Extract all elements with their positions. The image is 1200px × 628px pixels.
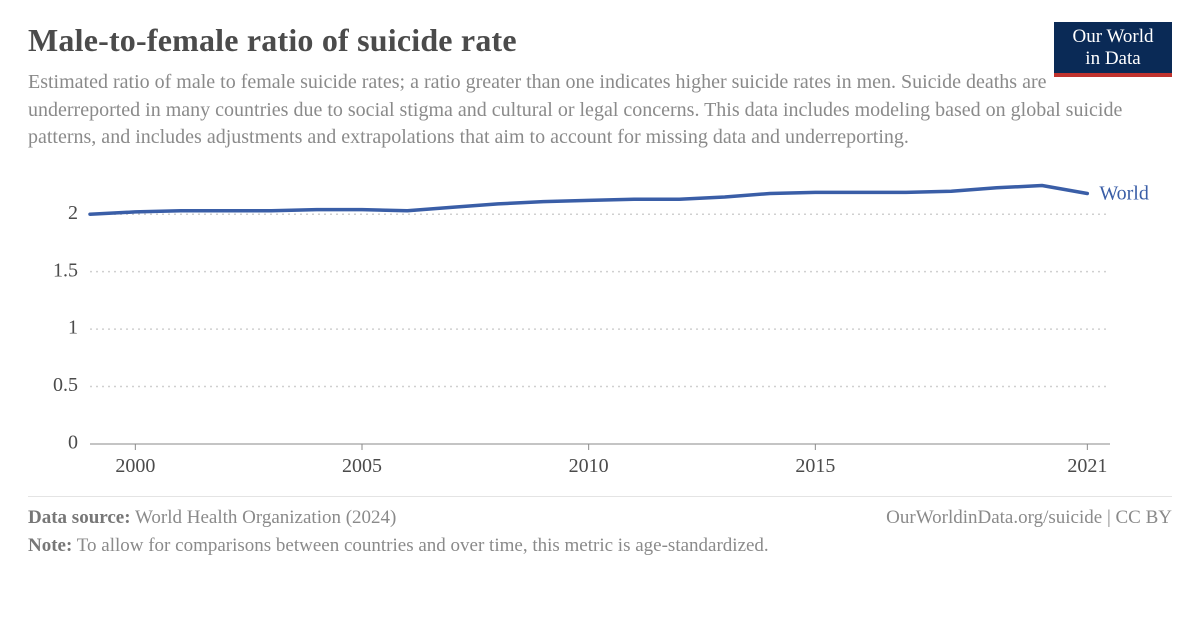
- header: Our World in Data Male-to-female ratio o…: [28, 22, 1172, 152]
- footer-row: Data source: World Health Organization (…: [28, 507, 1172, 529]
- owid-logo: Our World in Data: [1054, 22, 1172, 77]
- note-text: To allow for comparisons between countri…: [77, 535, 769, 556]
- chart-area: 0 0.5 1 1.5 2 2000 2005 2010 2015 2021 World: [28, 174, 1172, 484]
- x-tick-label: 2010: [569, 455, 609, 477]
- note-label: Note:: [28, 535, 72, 556]
- logo-line1: Our World: [1054, 26, 1172, 48]
- y-tick-label: 1: [68, 316, 78, 338]
- x-tick-label: 2021: [1067, 455, 1107, 477]
- note-row: Note: To allow for comparisons between c…: [28, 535, 1172, 557]
- source-label: Data source:: [28, 507, 131, 528]
- data-source: Data source: World Health Organization (…: [28, 507, 396, 529]
- y-tick-label: 2: [68, 202, 78, 224]
- y-tick-label: 0.5: [53, 374, 78, 396]
- x-tick-label: 2005: [342, 455, 382, 477]
- chart-card: Our World in Data Male-to-female ratio o…: [0, 0, 1200, 628]
- y-tick-label: 1.5: [53, 259, 78, 281]
- attribution: OurWorldinData.org/suicide | CC BY: [886, 507, 1172, 529]
- source-text: World Health Organization (2024): [135, 507, 396, 528]
- footer: Data source: World Health Organization (…: [28, 496, 1172, 557]
- logo-line2: in Data: [1054, 48, 1172, 70]
- y-tick-label: 0: [68, 431, 78, 453]
- series-label: World: [1099, 182, 1149, 204]
- x-tick-label: 2015: [795, 455, 835, 477]
- chart-title: Male-to-female ratio of suicide rate: [28, 22, 1172, 59]
- series-line: [90, 185, 1087, 214]
- x-tick-label: 2000: [115, 455, 155, 477]
- chart-subtitle: Estimated ratio of male to female suicid…: [28, 69, 1128, 152]
- line-chart: 0 0.5 1 1.5 2 2000 2005 2010 2015 2021 World: [28, 174, 1172, 484]
